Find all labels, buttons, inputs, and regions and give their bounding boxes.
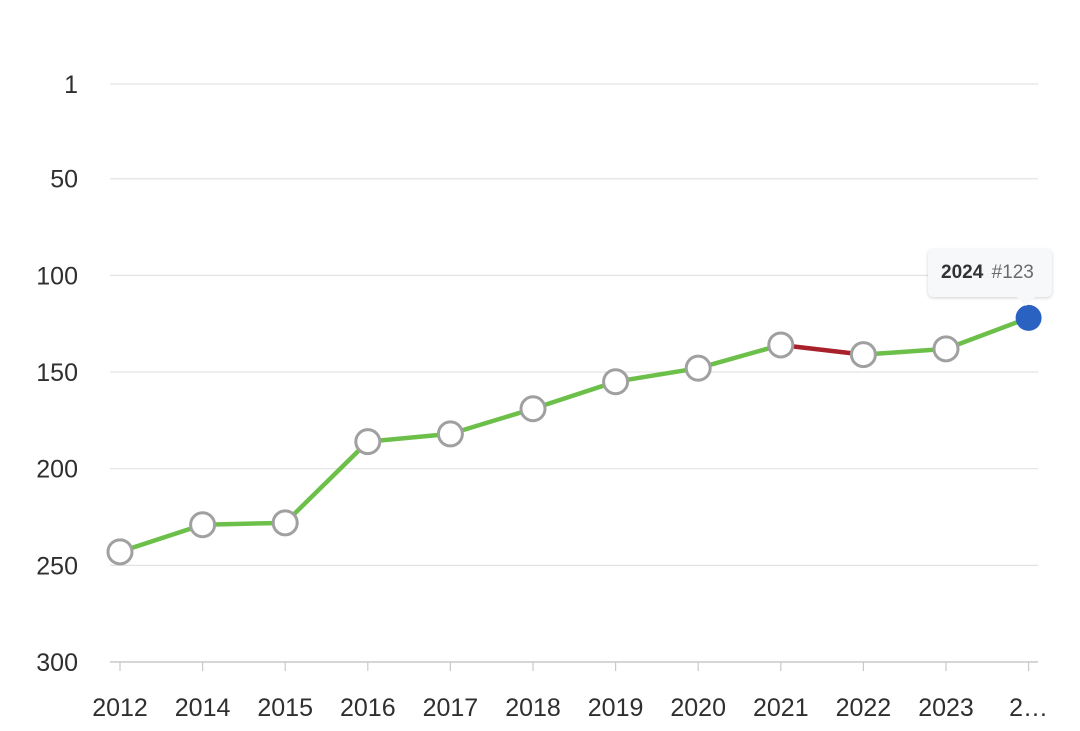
- grid-lines: [110, 83, 1038, 663]
- x-tick-label: 2019: [588, 694, 644, 722]
- line-segment-improve: [365, 431, 453, 444]
- y-tick-label: 50: [50, 166, 78, 194]
- x-tick-label: 2022: [836, 694, 892, 722]
- x-tick-label: 2016: [340, 694, 396, 722]
- line-segment-improve: [530, 379, 618, 412]
- data-point[interactable]: [189, 511, 217, 539]
- line-segment-improve: [448, 406, 536, 437]
- x-tick-label: 2023: [918, 694, 974, 722]
- line-segment-improve: [200, 520, 288, 527]
- x-tick-label: 2021: [753, 694, 809, 722]
- x-tick-label: 2017: [423, 694, 479, 722]
- data-point[interactable]: [849, 341, 877, 369]
- tooltip-pointer: [1017, 297, 1035, 306]
- y-tick-label: 100: [36, 262, 78, 290]
- x-tick-label: 2018: [505, 694, 561, 722]
- line-segment-improve: [861, 346, 949, 357]
- data-point[interactable]: [519, 395, 547, 423]
- line-segment-improve: [695, 342, 784, 371]
- data-point[interactable]: [932, 335, 960, 363]
- tooltip-year: 2024: [941, 262, 984, 283]
- x-tick-label: 2015: [257, 694, 313, 722]
- y-tick-label: 200: [36, 456, 78, 484]
- y-tick-label: 1: [64, 71, 78, 99]
- x-tick-label: 2012: [92, 694, 148, 722]
- x-axis: 2012 2014 2015 2016 2017 2018 2019 2020 2021 2022…: [92, 662, 1048, 722]
- data-point-highlighted[interactable]: [1015, 304, 1042, 331]
- line-segment-improve: [117, 522, 205, 555]
- line-segment-improve: [613, 365, 701, 384]
- point-tooltip: 2024 #123: [928, 249, 1052, 297]
- data-point[interactable]: [684, 354, 712, 382]
- x-tick-label: 2…: [1009, 694, 1048, 722]
- y-tick-label: 150: [36, 359, 78, 387]
- data-point[interactable]: [271, 509, 299, 537]
- series-line: [117, 315, 1031, 555]
- tooltip-rank: #123: [991, 262, 1034, 283]
- y-tick-label: 300: [36, 649, 78, 677]
- data-point[interactable]: [602, 368, 630, 396]
- y-tick-label: 250: [36, 552, 78, 580]
- line-segment-improve: [282, 439, 371, 526]
- x-tick-label: 2014: [175, 694, 231, 722]
- data-point[interactable]: [354, 428, 382, 456]
- line-segment-decline: [778, 342, 866, 357]
- data-point[interactable]: [106, 538, 134, 566]
- line-segment-improve: [943, 315, 1031, 352]
- x-tick-label: 2020: [670, 694, 726, 722]
- data-point[interactable]: [767, 331, 795, 359]
- series-points[interactable]: [106, 304, 1042, 566]
- data-point[interactable]: [436, 420, 464, 448]
